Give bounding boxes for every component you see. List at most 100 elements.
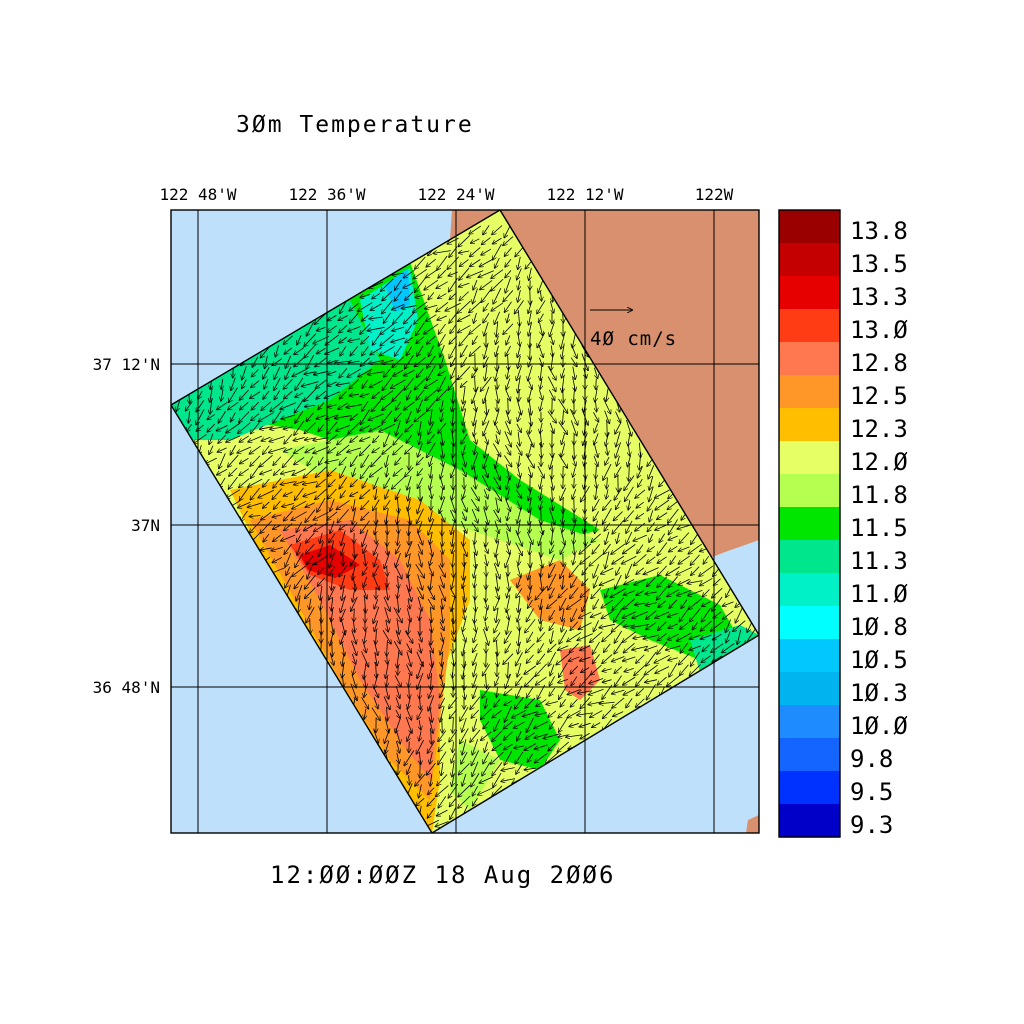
velocity-vector — [407, 507, 410, 524]
velocity-vector — [341, 542, 346, 555]
velocity-vector — [442, 530, 443, 546]
velocity-vector — [281, 414, 296, 419]
velocity-vector — [445, 302, 461, 311]
velocity-vector — [283, 378, 293, 389]
velocity-vector — [584, 530, 585, 546]
velocity-vector — [595, 400, 596, 412]
velocity-vector — [407, 476, 412, 490]
velocity-vector — [528, 487, 533, 501]
velocity-vector — [514, 300, 524, 313]
velocity-vector — [350, 413, 358, 420]
velocity-vector — [360, 394, 370, 397]
velocity-vector — [210, 387, 212, 402]
velocity-vector — [638, 478, 643, 487]
velocity-vector — [481, 475, 489, 490]
velocity-vector — [329, 533, 336, 542]
velocity-vector — [406, 346, 412, 356]
velocity-vector — [497, 379, 498, 388]
velocity-vector — [518, 322, 519, 335]
velocity-vector — [503, 290, 514, 301]
velocity-vector — [294, 420, 305, 435]
velocity-vector — [539, 322, 543, 335]
velocity-vector — [584, 421, 586, 435]
velocity-vector — [472, 335, 478, 344]
velocity-vector — [481, 289, 492, 303]
velocity-vector — [250, 455, 261, 466]
velocity-vector — [438, 269, 447, 278]
velocity-vector — [529, 397, 531, 415]
velocity-vector — [362, 314, 369, 321]
velocity-vector — [393, 312, 404, 323]
velocity-vector — [316, 414, 326, 419]
velocity-vector — [207, 423, 216, 432]
velocity-vector — [471, 238, 480, 243]
velocity-vector — [493, 288, 502, 304]
velocity-vector — [297, 533, 302, 542]
velocity-vector — [655, 523, 670, 530]
velocity-vector — [361, 511, 370, 520]
velocity-vector — [438, 422, 447, 433]
velocity-vector — [358, 368, 373, 376]
velocity-vector — [239, 411, 250, 423]
lat-tick-labels: 37 12'N 37N 36 48'N — [93, 355, 160, 697]
colorbar-swatch — [779, 639, 840, 673]
velocity-vector — [425, 389, 438, 400]
velocity-vector — [294, 398, 304, 413]
velocity-vector — [505, 444, 510, 455]
velocity-vector — [295, 487, 304, 500]
velocity-vector — [284, 433, 293, 444]
velocity-vector — [525, 430, 533, 447]
velocity-vector — [496, 434, 498, 443]
velocity-vector — [292, 468, 306, 476]
velocity-vector — [284, 491, 293, 496]
velocity-vector — [391, 379, 406, 388]
velocity-vector — [349, 302, 360, 311]
velocity-vector — [478, 270, 494, 278]
velocity-vector — [591, 533, 601, 542]
velocity-vector — [386, 508, 389, 523]
velocity-vector — [493, 476, 501, 489]
velocity-vector — [274, 366, 281, 379]
velocity-vector — [373, 435, 380, 443]
velocity-vector — [593, 511, 599, 520]
velocity-vector — [339, 523, 348, 530]
velocity-vector — [354, 540, 355, 558]
velocity-vector — [228, 454, 239, 467]
velocity-vector — [438, 293, 447, 299]
velocity-vector — [327, 434, 338, 444]
velocity-vector — [360, 436, 371, 441]
velocity-vector — [370, 303, 382, 310]
velocity-vector — [518, 280, 520, 289]
velocity-vector — [540, 378, 542, 389]
velocity-vector — [376, 532, 377, 544]
velocity-vector — [351, 455, 358, 467]
velocity-vector — [340, 466, 347, 478]
velocity-vector — [339, 336, 348, 343]
velocity-vector — [438, 333, 446, 346]
velocity-vector — [493, 421, 499, 434]
velocity-vector — [258, 412, 274, 422]
velocity-vector — [605, 531, 610, 545]
velocity-vector — [485, 522, 486, 531]
velocity-vector — [549, 321, 555, 337]
velocity-vector — [239, 468, 250, 476]
velocity-vector — [407, 390, 412, 400]
velocity-vector — [216, 424, 228, 430]
velocity-vector — [549, 300, 553, 313]
velocity-vector — [463, 489, 466, 498]
velocity-vector — [221, 389, 223, 401]
velocity-vector — [304, 344, 317, 357]
velocity-vector — [473, 288, 478, 303]
velocity-vector — [627, 455, 631, 467]
velocity-vector — [573, 366, 575, 380]
velocity-vector — [475, 376, 476, 392]
velocity-vector — [438, 323, 446, 334]
velocity-vector — [327, 325, 337, 333]
velocity-vector — [369, 281, 384, 288]
velocity-vector — [382, 291, 393, 300]
velocity-vector — [306, 532, 315, 543]
velocity-vector — [605, 456, 610, 465]
velocity-vector — [297, 335, 302, 344]
velocity-vector — [361, 454, 370, 468]
colorbar-level-label: 1Ø.5 — [850, 646, 908, 674]
